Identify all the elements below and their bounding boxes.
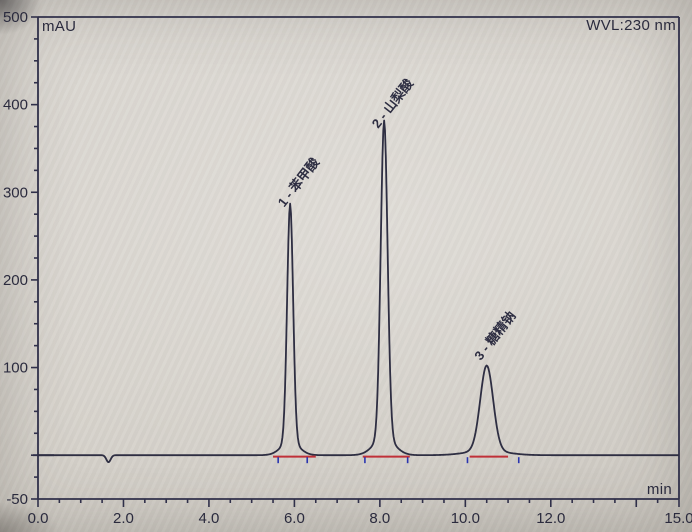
y-tick-label: 400 (3, 97, 28, 114)
x-tick-label: 0.0 (28, 510, 49, 527)
y-axis-unit-label: mAU (42, 18, 77, 35)
x-axis-unit-label: min (646, 481, 672, 498)
y-tick-label: 500 (3, 9, 28, 26)
y-tick-label: 300 (3, 184, 28, 201)
x-tick-label: 2.0 (113, 510, 134, 527)
y-tick-label: -50 (6, 491, 28, 508)
x-tick-label: 6.0 (284, 510, 305, 527)
peak-label: 3 - 糖精钠 (471, 308, 518, 363)
x-tick-label: 12.0 (536, 510, 565, 527)
y-tick-label: 200 (3, 272, 28, 289)
y-tick-label: 100 (3, 360, 28, 377)
x-tick-label: 15.0 (664, 510, 692, 527)
peak-label: 2 - 山梨酸 (369, 75, 417, 131)
x-tick-label: 10.0 (451, 510, 480, 527)
chromatogram-trace (37, 119, 680, 463)
peak-label: 1 - 苯甲酸 (275, 154, 323, 210)
x-tick-label: 8.0 (369, 510, 390, 527)
x-tick-label: 4.0 (199, 510, 220, 527)
wavelength-label: WVL:230 nm (586, 17, 676, 34)
